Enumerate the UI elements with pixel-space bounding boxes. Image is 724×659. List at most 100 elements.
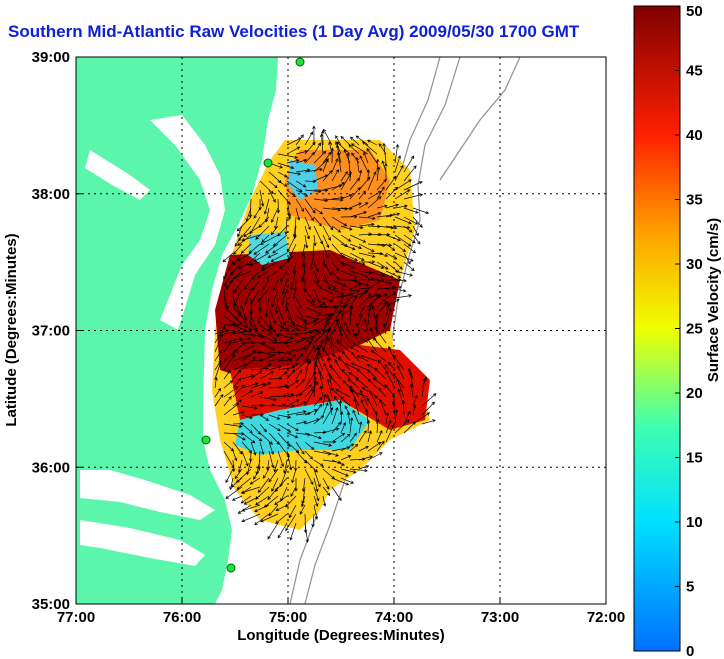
velocity-arrow (250, 403, 264, 408)
velocity-arrow (376, 261, 389, 270)
velocity-arrow (277, 162, 295, 170)
velocity-arrow (280, 288, 288, 306)
velocity-arrow (270, 252, 288, 262)
velocity-arrow (290, 486, 297, 497)
velocity-arrow (322, 317, 329, 335)
velocity-arrow (223, 380, 234, 389)
velocity-arrow (403, 421, 416, 434)
velocity-arrow (348, 372, 360, 380)
velocity-arrow (295, 441, 305, 455)
velocity-arrow (229, 477, 234, 491)
velocity-arrow (316, 356, 324, 371)
velocity-arrow (214, 387, 221, 398)
velocity-arrow (376, 430, 383, 443)
velocity-arrow (346, 411, 351, 425)
velocity-arrow (348, 144, 360, 155)
velocity-arrow (369, 390, 378, 407)
velocity-arrow (295, 306, 307, 324)
velocity-arrow (358, 465, 370, 470)
velocity-arrow (409, 383, 414, 398)
velocity-arrow (304, 207, 314, 222)
velocity-arrow (277, 450, 285, 468)
station-marker (263, 158, 273, 168)
velocity-arrow (304, 297, 315, 306)
velocity-arrow (322, 158, 329, 173)
x-tick-label: 74:00 (375, 609, 413, 626)
chart-title: Southern Mid-Atlantic Raw Velocities (1 … (8, 22, 580, 41)
velocity-arrow (340, 298, 351, 308)
velocity-arrow (331, 300, 343, 317)
velocity-arrow (313, 352, 320, 371)
velocity-arrow (232, 252, 243, 266)
velocity-arrow (289, 522, 297, 541)
velocity-arrow (322, 450, 339, 457)
velocity-arrow (349, 234, 367, 243)
velocity-arrow (331, 252, 345, 267)
velocity-arrow (338, 355, 351, 371)
velocity-arrow (259, 351, 271, 356)
velocity-arrow (313, 261, 319, 273)
velocity-arrow (295, 297, 302, 309)
velocity-arrow (286, 171, 302, 176)
velocity-arrow (223, 261, 234, 280)
velocity-arrow (276, 198, 281, 214)
radar-stations (201, 57, 305, 573)
velocity-arrow (304, 141, 316, 155)
sound-water-2 (80, 520, 205, 566)
velocity-arrow (313, 150, 327, 164)
velocity-arrow (335, 317, 342, 335)
velocity-arrow (344, 321, 351, 335)
velocity-arrow (286, 380, 300, 389)
velocity-arrow (331, 158, 339, 173)
velocity-arrow (277, 225, 288, 237)
y-tick-label: 38:00 (32, 186, 70, 203)
velocity-arrow (331, 406, 339, 425)
velocity-arrow (272, 243, 288, 254)
velocity-arrow (277, 371, 288, 380)
velocity-arrow (280, 270, 288, 283)
velocity-arrow (225, 468, 234, 483)
velocity-arrow (255, 225, 270, 240)
velocity-arrow (259, 324, 273, 335)
colorbar-tick-label: 50 (686, 3, 703, 20)
velocity-arrow (232, 421, 244, 426)
velocity-arrow (259, 189, 265, 207)
velocity-arrow (358, 421, 363, 434)
velocity-arrow (396, 364, 405, 380)
velocity-arrow (376, 440, 385, 452)
velocity-arrow (358, 190, 366, 200)
velocity-arrow (349, 304, 354, 326)
velocity-arrow (259, 354, 276, 362)
velocity-arrow (279, 468, 288, 488)
velocity-arrow (259, 234, 279, 245)
velocity-arrow (237, 261, 252, 269)
velocity-arrow (334, 359, 342, 371)
velocity-arrow (367, 261, 385, 269)
velocity-arrow (295, 369, 303, 380)
velocity-arrow (304, 409, 318, 416)
velocity-arrow (360, 354, 378, 362)
velocity-arrow (313, 403, 322, 416)
velocity-arrow (255, 495, 270, 506)
velocity-arrow (378, 387, 387, 398)
velocity-arrow (394, 270, 413, 277)
velocity-arrow (248, 243, 261, 254)
velocity-arrow (367, 452, 383, 461)
velocity-arrow (286, 180, 303, 192)
y-tick-label: 37:00 (32, 323, 70, 340)
velocity-arrow (268, 504, 279, 517)
velocity-arrow (349, 177, 360, 191)
velocity-arrow (376, 243, 393, 247)
velocity-arrow (268, 365, 282, 371)
velocity-arrow (234, 279, 243, 294)
velocity-arrow (367, 307, 372, 326)
velocity-arrow (339, 332, 343, 344)
station-marker (226, 563, 236, 573)
velocity-arrow (271, 477, 279, 492)
velocity-arrow (349, 211, 368, 218)
velocity-arrow (358, 455, 373, 461)
velocity-arrow (403, 261, 415, 272)
velocity-arrow (268, 468, 279, 483)
velocity-arrow (286, 432, 299, 439)
